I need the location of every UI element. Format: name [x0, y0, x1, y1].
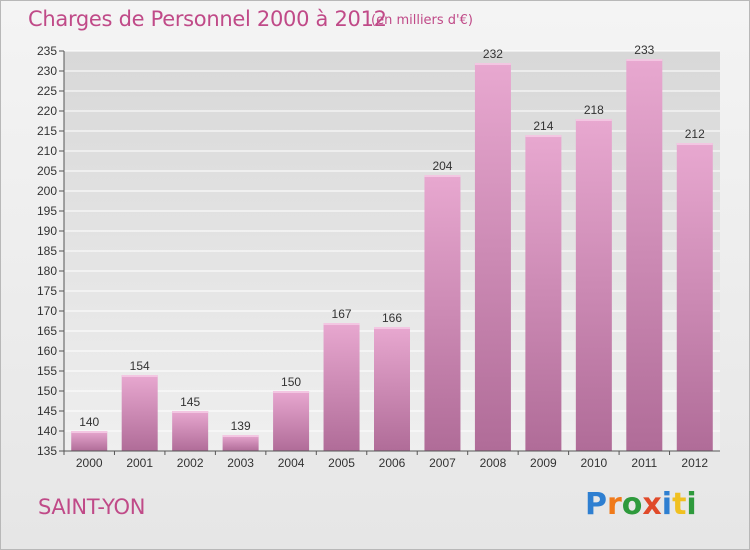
logo-letter: P [585, 487, 607, 522]
bar [626, 59, 663, 451]
bar-highlight [121, 375, 158, 377]
data-label: 167 [332, 307, 352, 321]
bar [676, 143, 713, 451]
data-label: 232 [483, 47, 503, 61]
data-label: 140 [79, 415, 99, 429]
x-tick-label: 2005 [328, 456, 355, 470]
data-label: 145 [180, 395, 200, 409]
y-tick-label: 150 [37, 384, 57, 398]
data-label: 214 [533, 119, 553, 133]
bar [172, 411, 209, 451]
chart-title: Charges de Personnel 2000 à 2012 [28, 7, 387, 31]
x-axis: 2000 2001 2002 2003 2004 2005 2006 2007 2008 2009… [63, 450, 720, 470]
y-tick-label: 210 [37, 144, 57, 158]
bar-highlight [273, 391, 310, 393]
bar [121, 375, 158, 451]
x-tick-label: 2011 [631, 456, 657, 470]
bar-highlight [474, 63, 511, 65]
bar-highlight [424, 175, 461, 177]
data-label: 166 [382, 311, 402, 325]
bar [222, 435, 259, 451]
bar-highlight [626, 59, 663, 61]
y-tick-label: 140 [37, 424, 57, 438]
x-tick-label: 2006 [379, 456, 406, 470]
x-tick-label: 2010 [580, 456, 607, 470]
y-tick-label: 195 [37, 204, 57, 218]
bar-highlight [71, 431, 108, 433]
bar [525, 135, 562, 451]
x-tick-label: 2008 [480, 456, 507, 470]
x-tick-label: 2007 [429, 456, 456, 470]
bar [71, 431, 108, 451]
y-tick-label: 190 [37, 224, 57, 238]
y-tick-label: 200 [37, 184, 57, 198]
x-tick-label: 2001 [126, 456, 153, 470]
bar-highlight [172, 411, 209, 413]
logo-letter: r [607, 487, 622, 522]
y-tick-label: 235 [37, 44, 57, 58]
bar-highlight [374, 327, 410, 329]
bar-highlight [323, 323, 360, 325]
x-tick-label: 2002 [177, 456, 204, 470]
y-tick-label: 165 [37, 324, 57, 338]
bar [323, 323, 360, 451]
logo-letter: x [642, 487, 662, 522]
y-tick-label: 145 [37, 404, 57, 418]
logo-letter: o [621, 487, 643, 522]
y-tick-label: 180 [37, 264, 57, 278]
y-tick-label: 175 [37, 284, 57, 298]
bar-highlight [575, 119, 612, 121]
bar-highlight [222, 435, 259, 437]
bar [424, 175, 461, 451]
y-tick-label: 185 [37, 244, 57, 258]
data-label: 154 [130, 359, 150, 373]
x-tick-label: 2004 [278, 456, 305, 470]
data-label: 150 [281, 375, 301, 389]
x-tick-label: 2003 [227, 456, 254, 470]
y-tick-label: 225 [37, 84, 57, 98]
y-tick-label: 155 [37, 364, 57, 378]
data-label: 233 [634, 43, 654, 57]
data-label: 212 [685, 127, 705, 141]
y-tick-label: 170 [37, 304, 57, 318]
logo-letter: i [686, 487, 697, 522]
logo-letter: i [661, 487, 673, 522]
data-label: 218 [584, 103, 604, 117]
bar [575, 119, 612, 451]
bar [273, 391, 310, 451]
proxiti-logo: Proxiti [585, 487, 697, 522]
bar [474, 63, 511, 451]
y-tick-label: 205 [37, 164, 57, 178]
y-tick-label: 160 [37, 344, 57, 358]
y-tick-label: 215 [37, 124, 57, 138]
y-tick-label: 220 [37, 104, 57, 118]
data-label: 139 [231, 419, 251, 433]
bars: 140 154 145 139 150 167 166 204 232 214 218 233 212 [71, 43, 713, 451]
bar [374, 327, 410, 451]
y-tick-label: 230 [37, 64, 57, 78]
y-axis: 135 140 145 150 155 160 165 170 175 180 185 190 195 2… [37, 44, 65, 458]
bar-highlight [525, 135, 562, 137]
bar-highlight [676, 143, 713, 145]
logo-letter: t [672, 487, 687, 522]
x-tick-label: 2009 [530, 456, 557, 470]
chart-unit-note: (en milliers d'€) [371, 13, 473, 28]
y-tick-label: 135 [37, 444, 57, 458]
x-tick-label: 2012 [681, 456, 708, 470]
data-label: 204 [432, 159, 452, 173]
place-name: SAINT-YON [38, 495, 146, 519]
x-tick-label: 2000 [76, 456, 103, 470]
